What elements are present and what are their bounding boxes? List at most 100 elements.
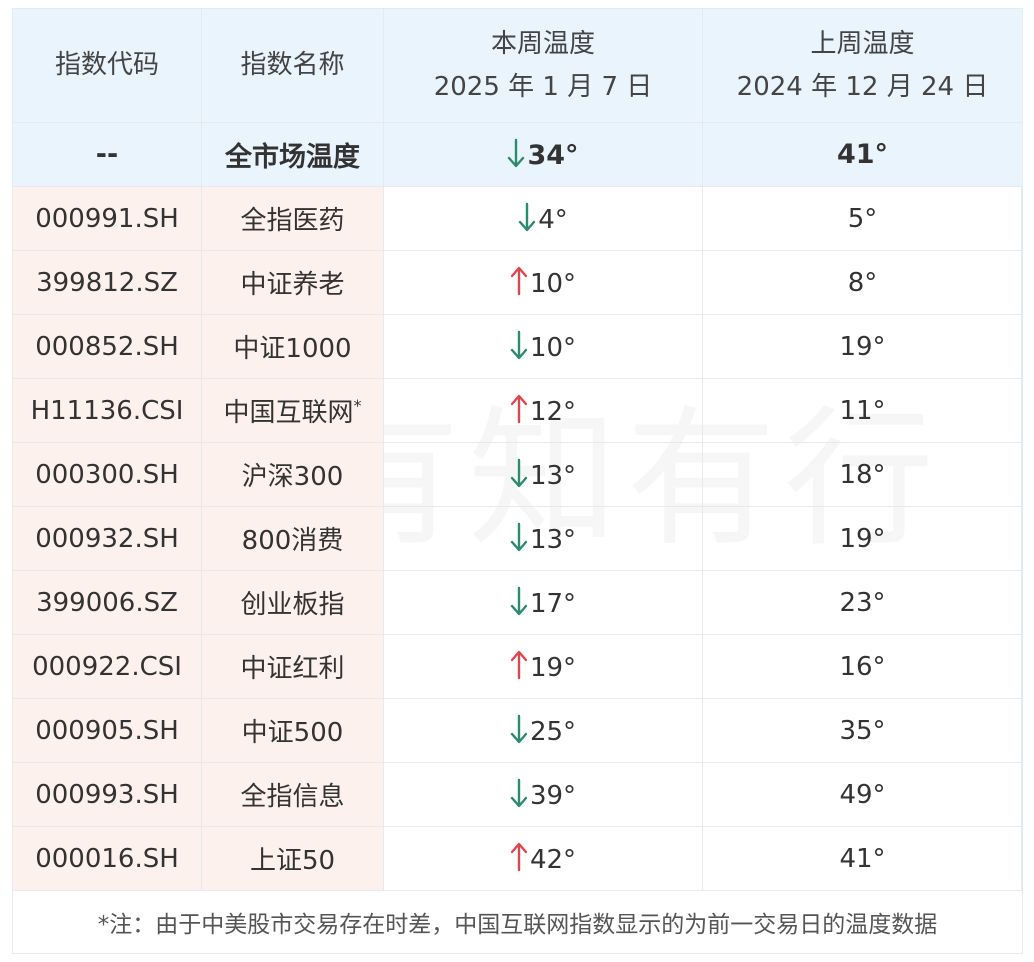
this-week-temp: 13° [383,442,703,507]
this-week-temp: 25° [383,698,703,763]
arrow-up-icon [510,394,528,424]
index-name-text: 中证养老 [240,270,345,300]
index-code: 000016.SH [12,826,202,891]
header-code: 指数代码 [12,8,202,123]
this-week-temp-value: 12° [529,397,577,427]
index-name-text: 创业板指 [240,590,345,620]
this-week-temp: 42° [383,826,703,891]
last-week-temp: 19° [702,506,1023,571]
index-code: 000932.SH [12,506,202,571]
last-week-temp: 49° [702,762,1023,827]
index-code: 399812.SZ [12,250,202,315]
index-code: 000993.SH [12,762,202,827]
table-row: 000016.SH 上证50 42° 41° [12,826,1023,891]
this-week-temp-value: 10° [529,333,577,363]
this-week-temp: 39° [383,762,703,827]
this-week-temp-value: 39° [529,781,577,811]
last-week-temp: 23° [702,570,1023,635]
summary-code: -- [12,122,202,187]
table-row: 000932.SH 800消费 13° 19° [12,506,1023,571]
index-name: 中证红利 [201,634,384,699]
this-week-temp-value: 19° [529,653,577,683]
index-name: 800消费 [201,506,384,571]
index-code: H11136.CSI [12,378,202,443]
index-name: 全指信息 [201,762,384,827]
index-name: 中证养老 [201,250,384,315]
index-code: 000905.SH [12,698,202,763]
this-week-temp-value: 25° [529,717,577,747]
index-name: 中证1000 [201,314,384,379]
index-name-text: 全指医药 [240,206,345,236]
index-name-text: 中证500 [241,718,344,748]
index-name: 全指医药 [201,186,384,251]
arrow-down-icon [510,778,528,808]
table-row: 000300.SH 沪深300 13° 18° [12,442,1023,507]
arrow-down-icon [519,202,536,232]
arrow-down-icon [510,330,528,360]
table-row: 000922.CSI 中证红利 19° 16° [12,634,1023,699]
index-name-text: 全指信息 [240,782,345,812]
this-week-temp-value: 13° [529,461,577,491]
this-week-temp-value: 42° [529,845,577,875]
this-week-temp: 10° [383,250,703,315]
this-week-temp: 13° [383,506,703,571]
index-code: 000922.CSI [12,634,202,699]
arrow-up-icon [510,650,528,680]
this-week-temp-value: 17° [529,589,577,619]
last-week-temp: 18° [702,442,1023,507]
this-week-temp-value: 10° [529,269,577,299]
index-name-text: 中证1000 [233,334,352,364]
this-week-temp: 17° [383,570,703,635]
table-row: 000991.SH 全指医药 4° 5° [12,186,1023,251]
last-week-temp: 11° [702,378,1023,443]
summary-this-week: 34° [383,122,703,187]
index-code: 000991.SH [12,186,202,251]
index-code: 000300.SH [12,442,202,507]
last-week-temp: 35° [702,698,1023,763]
header-row: 指数代码 指数名称 本周温度 2025 年 1 月 7 日 上周温度 2024 … [12,8,1023,123]
table-row: 000905.SH 中证500 25° 35° [12,698,1023,763]
header-name: 指数名称 [201,8,384,123]
last-week-temp: 5° [702,186,1023,251]
header-this-week: 本周温度 2025 年 1 月 7 日 [383,8,703,123]
summary-last-week: 41° [702,122,1023,187]
arrow-up-icon [510,842,528,872]
table-row: 399006.SZ 创业板指 17° 23° [12,570,1023,635]
index-name: 中国互联网* [201,378,384,443]
index-name-text: 上证50 [249,846,336,876]
header-last-week: 上周温度 2024 年 12 月 24 日 [702,8,1023,123]
index-name-text: 800消费 [241,526,344,556]
this-week-temp: 10° [383,314,703,379]
this-week-temp: 12° [383,378,703,443]
index-name: 上证50 [201,826,384,891]
table-row: H11136.CSI 中国互联网* 12° 11° [12,378,1023,443]
index-name: 沪深300 [201,442,384,507]
temperature-table: 指数代码 指数名称 本周温度 2025 年 1 月 7 日 上周温度 2024 … [12,8,1023,954]
index-code: 399006.SZ [12,570,202,635]
last-week-temp: 8° [702,250,1023,315]
header-last-week-label: 上周温度 [810,28,915,59]
this-week-temp: 19° [383,634,703,699]
arrow-down-icon [510,458,528,488]
arrow-down-icon [510,714,528,744]
this-week-temp: 4° [383,186,703,251]
summary-this-week-value: 34° [527,140,579,171]
index-name-text: 中证红利 [240,654,345,684]
table-row: 399812.SZ 中证养老 10° 8° [12,250,1023,315]
arrow-up-icon [510,266,528,296]
index-name: 中证500 [201,698,384,763]
index-name: 创业板指 [201,570,384,635]
last-week-temp: 41° [702,826,1023,891]
arrow-down-icon [510,586,528,616]
summary-name: 全市场温度 [201,122,384,187]
this-week-temp-value: 13° [529,525,577,555]
table-row: 000993.SH 全指信息 39° 49° [12,762,1023,827]
footnote-marker: * [353,396,362,415]
last-week-temp: 16° [702,634,1023,699]
this-week-temp-value: 4° [538,205,568,235]
arrow-down-icon [508,138,525,168]
arrow-down-icon [510,522,528,552]
summary-row: -- 全市场温度 34° 41° [12,122,1023,187]
footnote: *注：由于中美股市交易存在时差，中国互联网指数显示的为前一交易日的温度数据 [12,890,1023,954]
header-this-week-date: 2025 年 1 月 7 日 [433,71,653,102]
